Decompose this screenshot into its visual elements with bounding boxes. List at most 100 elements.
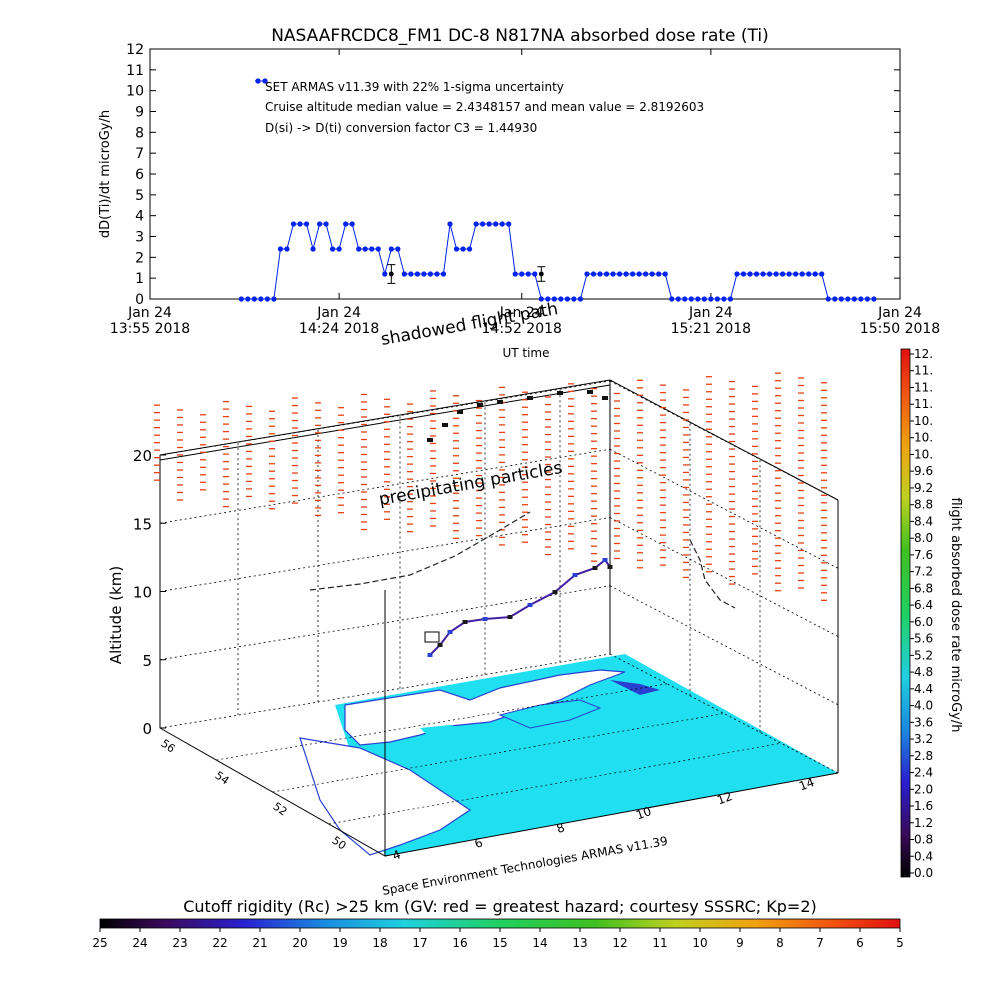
flight-track-point (592, 566, 598, 570)
data-point (238, 296, 244, 302)
dose-rate-series (238, 221, 877, 302)
dose-colorbar-tick-label: 0.4 (914, 849, 933, 863)
data-point (336, 246, 342, 252)
shadow-point (442, 423, 448, 427)
data-point (786, 271, 792, 277)
longitude-tick-label: 12 (715, 789, 734, 807)
data-point (825, 296, 831, 302)
dose-colorbar-tick-label: 9.2 (914, 481, 933, 495)
data-point (773, 271, 779, 277)
latitude-tick-label: 54 (213, 769, 232, 788)
data-point (675, 296, 681, 302)
data-point (395, 246, 401, 252)
grid-line-altitude-back (159, 380, 611, 456)
dose-colorbar-tick-label: 2.4 (914, 766, 933, 780)
rigidity-colorbar (99, 918, 901, 929)
altitude-tick-label: 5 (142, 652, 152, 670)
x-tick-label: Jan 24 (688, 305, 733, 321)
longitude-tick-label: 10 (634, 804, 653, 822)
y-tick-label: 9 (135, 105, 144, 121)
y-tick-label: 5 (135, 188, 144, 204)
dose-colorbar-tick-label: 5.2 (914, 648, 933, 662)
rigidity-colorbar-tick-label: 11 (652, 936, 667, 950)
y-tick-label: 10 (126, 84, 144, 100)
y-tick-label: 8 (135, 125, 144, 141)
rigidity-colorbar-tick-label: 8 (776, 936, 784, 950)
data-point (558, 296, 564, 302)
shadow-point (427, 438, 433, 442)
rigidity-colorbar-tick-label: 16 (452, 936, 467, 950)
x-tick-label: Jan 24 (499, 305, 544, 321)
dose-colorbar-tick-label: 11. (914, 397, 933, 411)
rigidity-colorbar-tick-label: 22 (212, 936, 227, 950)
rigidity-colorbar-tick-label: 24 (132, 936, 147, 950)
data-point (597, 271, 603, 277)
dose-colorbar-tick-label: 5.6 (914, 632, 933, 646)
data-point (493, 221, 499, 227)
data-point (532, 271, 538, 277)
altitude-axis-label: Altitude (km) (107, 566, 125, 664)
data-point (649, 271, 655, 277)
shadow-point (527, 396, 533, 400)
altitude-tick-label: 20 (133, 447, 152, 465)
y-tick-label: 4 (135, 209, 144, 225)
map-water-bay (498, 699, 602, 729)
rigidity-colorbar-tick-label: 20 (292, 936, 307, 950)
rigidity-colorbar-tick-label: 9 (736, 936, 744, 950)
flight-track (429, 558, 611, 656)
data-point (858, 296, 864, 302)
data-point (760, 271, 766, 277)
dose-colorbar-tick-label: 1.6 (914, 799, 933, 813)
flight-track-point (607, 565, 613, 569)
dose-colorbar-tick-label: 0.0 (914, 866, 933, 880)
shadow-point (602, 396, 608, 400)
grid-line-altitude-back (159, 653, 611, 729)
3d-grid (159, 380, 839, 825)
data-point (343, 221, 349, 227)
flight-track-point (602, 558, 608, 562)
y-tick-label: 11 (126, 63, 144, 79)
dose-colorbar-tick-label: 11. (914, 380, 933, 394)
flight-track-point (527, 603, 533, 607)
y-tick-label: 0 (135, 292, 144, 308)
rigidity-colorbar-tick-label: 6 (856, 936, 864, 950)
data-point (616, 271, 623, 277)
data-point (349, 221, 355, 227)
rigidity-colorbar-tick-label: 15 (492, 936, 507, 950)
data-point (401, 271, 407, 277)
y-tick-label: 2 (135, 250, 144, 266)
data-point (251, 296, 257, 302)
grid-line-floor (272, 713, 725, 793)
shadow-point (557, 391, 563, 395)
data-point (447, 221, 453, 227)
data-point (571, 296, 577, 302)
error-bar-point (388, 271, 394, 277)
data-point (408, 271, 414, 277)
legend-marker (255, 78, 261, 84)
data-point (630, 271, 636, 277)
legend-marker (262, 78, 268, 84)
altitude-tick-label: 0 (142, 720, 152, 738)
shadow-point (477, 403, 483, 407)
dose-colorbar-tick-label: 7.6 (914, 548, 933, 562)
data-point (682, 296, 688, 302)
data-point (466, 246, 473, 252)
rigidity-colorbar-tick-label: 19 (332, 936, 347, 950)
data-point (473, 221, 479, 227)
dose-colorbar-tick-label: 12. (914, 347, 933, 361)
map-water-inlet (420, 725, 480, 748)
annotation-median-mean: Cruise altitude median value = 2.4348157… (265, 100, 704, 114)
flight-track-point (572, 573, 578, 577)
data-point (864, 296, 870, 302)
shadow-line-right (689, 539, 736, 609)
data-point (708, 296, 714, 302)
y-tick-label: 12 (126, 42, 144, 58)
rigidity-colorbar-tick-label: 14 (532, 936, 547, 950)
dose-colorbar-tick-label: 8.4 (914, 514, 933, 528)
flight-track-point (437, 643, 443, 647)
grid-line-floor (216, 683, 668, 761)
dose-colorbar-tick-label: 3.2 (914, 732, 933, 746)
